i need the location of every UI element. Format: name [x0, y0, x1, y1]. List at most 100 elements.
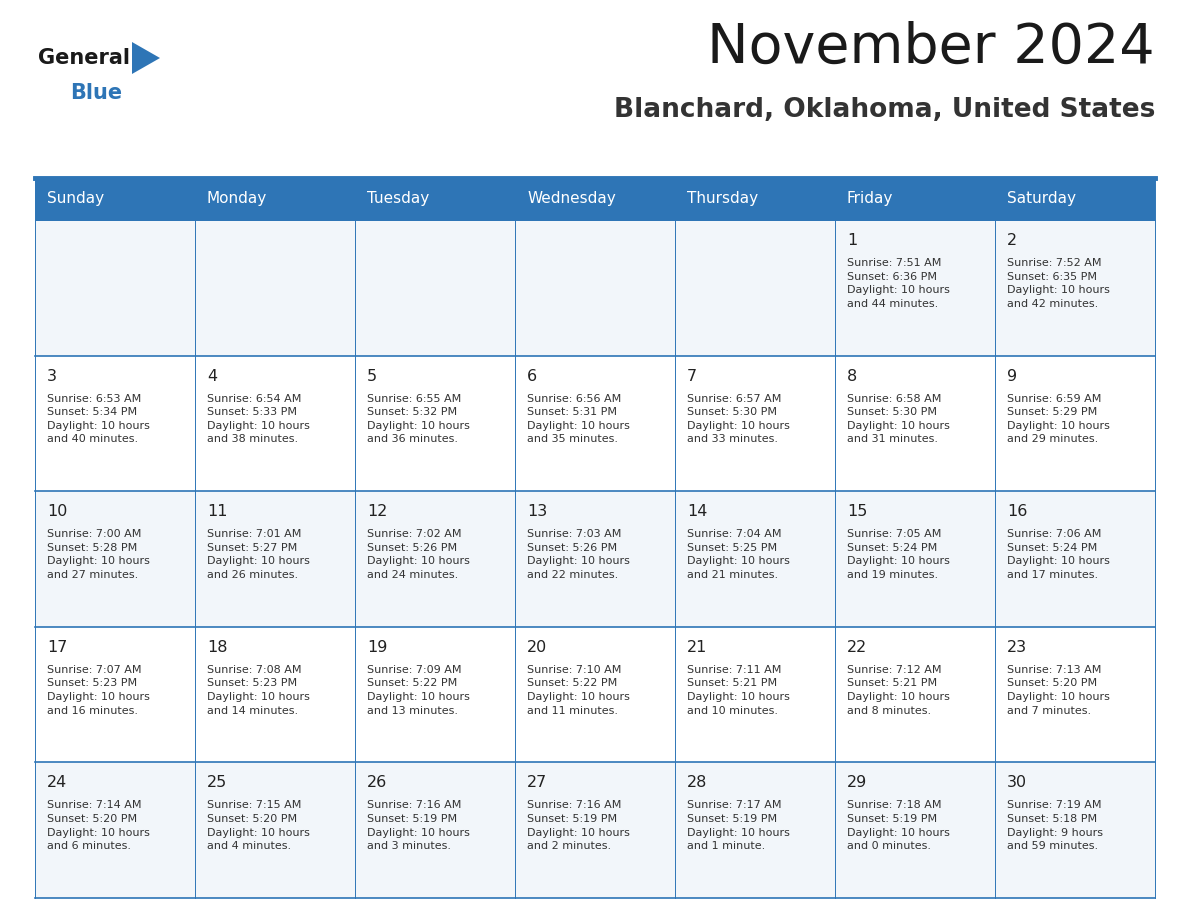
Text: Sunrise: 7:52 AM
Sunset: 6:35 PM
Daylight: 10 hours
and 42 minutes.: Sunrise: 7:52 AM Sunset: 6:35 PM Dayligh… [1007, 258, 1110, 308]
Bar [355, 763, 516, 898]
Bar [996, 763, 1155, 898]
Text: Sunrise: 6:56 AM
Sunset: 5:31 PM
Daylight: 10 hours
and 35 minutes.: Sunrise: 6:56 AM Sunset: 5:31 PM Dayligh… [527, 394, 630, 444]
Text: 14: 14 [687, 504, 707, 520]
Text: Sunrise: 7:02 AM
Sunset: 5:26 PM
Daylight: 10 hours
and 24 minutes.: Sunrise: 7:02 AM Sunset: 5:26 PM Dayligh… [367, 529, 470, 580]
Polygon shape [132, 42, 160, 74]
Bar [355, 627, 516, 763]
Text: November 2024: November 2024 [707, 21, 1155, 75]
Text: 12: 12 [367, 504, 387, 520]
Text: 6: 6 [527, 369, 537, 384]
Text: 9: 9 [1007, 369, 1017, 384]
Text: Sunrise: 6:54 AM
Sunset: 5:33 PM
Daylight: 10 hours
and 38 minutes.: Sunrise: 6:54 AM Sunset: 5:33 PM Dayligh… [207, 394, 310, 444]
Text: Blue: Blue [70, 83, 122, 103]
Text: Monday: Monday [207, 192, 267, 207]
Text: 3: 3 [48, 369, 57, 384]
Bar [996, 220, 1155, 355]
Text: 22: 22 [847, 640, 867, 655]
Bar [516, 763, 675, 898]
Text: Sunrise: 6:55 AM
Sunset: 5:32 PM
Daylight: 10 hours
and 36 minutes.: Sunrise: 6:55 AM Sunset: 5:32 PM Dayligh… [367, 394, 470, 444]
Bar [675, 763, 835, 898]
Text: 28: 28 [687, 776, 707, 790]
Bar [195, 491, 355, 627]
Text: 19: 19 [367, 640, 387, 655]
Text: 16: 16 [1007, 504, 1028, 520]
Bar [835, 627, 996, 763]
Text: 23: 23 [1007, 640, 1028, 655]
Text: Sunrise: 7:10 AM
Sunset: 5:22 PM
Daylight: 10 hours
and 11 minutes.: Sunrise: 7:10 AM Sunset: 5:22 PM Dayligh… [527, 665, 630, 716]
Text: Thursday: Thursday [687, 192, 758, 207]
Bar [34, 178, 195, 220]
Text: 17: 17 [48, 640, 68, 655]
Bar [195, 355, 355, 491]
Bar [516, 355, 675, 491]
Text: Sunrise: 7:17 AM
Sunset: 5:19 PM
Daylight: 10 hours
and 1 minute.: Sunrise: 7:17 AM Sunset: 5:19 PM Dayligh… [687, 800, 790, 851]
Bar [835, 763, 996, 898]
Bar [195, 763, 355, 898]
Bar [355, 220, 516, 355]
Text: 10: 10 [48, 504, 68, 520]
Text: Sunrise: 7:13 AM
Sunset: 5:20 PM
Daylight: 10 hours
and 7 minutes.: Sunrise: 7:13 AM Sunset: 5:20 PM Dayligh… [1007, 665, 1110, 716]
Text: Tuesday: Tuesday [367, 192, 429, 207]
Bar [516, 627, 675, 763]
Text: Sunrise: 7:51 AM
Sunset: 6:36 PM
Daylight: 10 hours
and 44 minutes.: Sunrise: 7:51 AM Sunset: 6:36 PM Dayligh… [847, 258, 950, 308]
Text: 29: 29 [847, 776, 867, 790]
Text: 25: 25 [207, 776, 227, 790]
Bar [996, 627, 1155, 763]
Bar [516, 220, 675, 355]
Text: 2: 2 [1007, 233, 1017, 248]
Text: Sunrise: 6:57 AM
Sunset: 5:30 PM
Daylight: 10 hours
and 33 minutes.: Sunrise: 6:57 AM Sunset: 5:30 PM Dayligh… [687, 394, 790, 444]
Bar [835, 220, 996, 355]
Text: 26: 26 [367, 776, 387, 790]
Bar [34, 220, 195, 355]
Bar [675, 355, 835, 491]
Text: 7: 7 [687, 369, 697, 384]
Text: 11: 11 [207, 504, 227, 520]
Text: Sunrise: 7:16 AM
Sunset: 5:19 PM
Daylight: 10 hours
and 3 minutes.: Sunrise: 7:16 AM Sunset: 5:19 PM Dayligh… [367, 800, 470, 851]
Text: 21: 21 [687, 640, 707, 655]
Text: 20: 20 [527, 640, 548, 655]
Bar [516, 491, 675, 627]
Text: Sunrise: 7:01 AM
Sunset: 5:27 PM
Daylight: 10 hours
and 26 minutes.: Sunrise: 7:01 AM Sunset: 5:27 PM Dayligh… [207, 529, 310, 580]
Bar [195, 178, 355, 220]
Text: Sunrise: 6:59 AM
Sunset: 5:29 PM
Daylight: 10 hours
and 29 minutes.: Sunrise: 6:59 AM Sunset: 5:29 PM Dayligh… [1007, 394, 1110, 444]
Text: Sunrise: 7:16 AM
Sunset: 5:19 PM
Daylight: 10 hours
and 2 minutes.: Sunrise: 7:16 AM Sunset: 5:19 PM Dayligh… [527, 800, 630, 851]
Text: Sunrise: 7:12 AM
Sunset: 5:21 PM
Daylight: 10 hours
and 8 minutes.: Sunrise: 7:12 AM Sunset: 5:21 PM Dayligh… [847, 665, 950, 716]
Text: Sunrise: 7:05 AM
Sunset: 5:24 PM
Daylight: 10 hours
and 19 minutes.: Sunrise: 7:05 AM Sunset: 5:24 PM Dayligh… [847, 529, 950, 580]
Text: Sunrise: 7:15 AM
Sunset: 5:20 PM
Daylight: 10 hours
and 4 minutes.: Sunrise: 7:15 AM Sunset: 5:20 PM Dayligh… [207, 800, 310, 851]
Text: Sunrise: 7:03 AM
Sunset: 5:26 PM
Daylight: 10 hours
and 22 minutes.: Sunrise: 7:03 AM Sunset: 5:26 PM Dayligh… [527, 529, 630, 580]
Bar [355, 491, 516, 627]
Text: Sunrise: 7:09 AM
Sunset: 5:22 PM
Daylight: 10 hours
and 13 minutes.: Sunrise: 7:09 AM Sunset: 5:22 PM Dayligh… [367, 665, 470, 716]
Bar [675, 491, 835, 627]
Text: 27: 27 [527, 776, 548, 790]
Bar [835, 178, 996, 220]
Text: Sunrise: 7:18 AM
Sunset: 5:19 PM
Daylight: 10 hours
and 0 minutes.: Sunrise: 7:18 AM Sunset: 5:19 PM Dayligh… [847, 800, 950, 851]
Text: Sunrise: 7:14 AM
Sunset: 5:20 PM
Daylight: 10 hours
and 6 minutes.: Sunrise: 7:14 AM Sunset: 5:20 PM Dayligh… [48, 800, 150, 851]
Text: Sunrise: 7:11 AM
Sunset: 5:21 PM
Daylight: 10 hours
and 10 minutes.: Sunrise: 7:11 AM Sunset: 5:21 PM Dayligh… [687, 665, 790, 716]
Text: 15: 15 [847, 504, 867, 520]
Text: Saturday: Saturday [1007, 192, 1076, 207]
Text: Blanchard, Oklahoma, United States: Blanchard, Oklahoma, United States [614, 97, 1155, 123]
Text: Sunrise: 7:19 AM
Sunset: 5:18 PM
Daylight: 9 hours
and 59 minutes.: Sunrise: 7:19 AM Sunset: 5:18 PM Dayligh… [1007, 800, 1102, 851]
Bar [996, 355, 1155, 491]
Bar [355, 355, 516, 491]
Bar [996, 491, 1155, 627]
Text: 5: 5 [367, 369, 377, 384]
Text: 13: 13 [527, 504, 548, 520]
Text: 4: 4 [207, 369, 217, 384]
Text: Sunrise: 6:53 AM
Sunset: 5:34 PM
Daylight: 10 hours
and 40 minutes.: Sunrise: 6:53 AM Sunset: 5:34 PM Dayligh… [48, 394, 150, 444]
Text: 1: 1 [847, 233, 858, 248]
Bar [195, 627, 355, 763]
Text: Sunrise: 6:58 AM
Sunset: 5:30 PM
Daylight: 10 hours
and 31 minutes.: Sunrise: 6:58 AM Sunset: 5:30 PM Dayligh… [847, 394, 950, 444]
Text: Wednesday: Wednesday [527, 192, 615, 207]
Text: Sunday: Sunday [48, 192, 105, 207]
Bar [195, 220, 355, 355]
Text: Sunrise: 7:04 AM
Sunset: 5:25 PM
Daylight: 10 hours
and 21 minutes.: Sunrise: 7:04 AM Sunset: 5:25 PM Dayligh… [687, 529, 790, 580]
Bar [34, 627, 195, 763]
Bar [996, 178, 1155, 220]
Text: Sunrise: 7:00 AM
Sunset: 5:28 PM
Daylight: 10 hours
and 27 minutes.: Sunrise: 7:00 AM Sunset: 5:28 PM Dayligh… [48, 529, 150, 580]
Text: 8: 8 [847, 369, 858, 384]
Text: Friday: Friday [847, 192, 893, 207]
Text: General: General [38, 48, 129, 68]
Bar [516, 178, 675, 220]
Bar [355, 178, 516, 220]
